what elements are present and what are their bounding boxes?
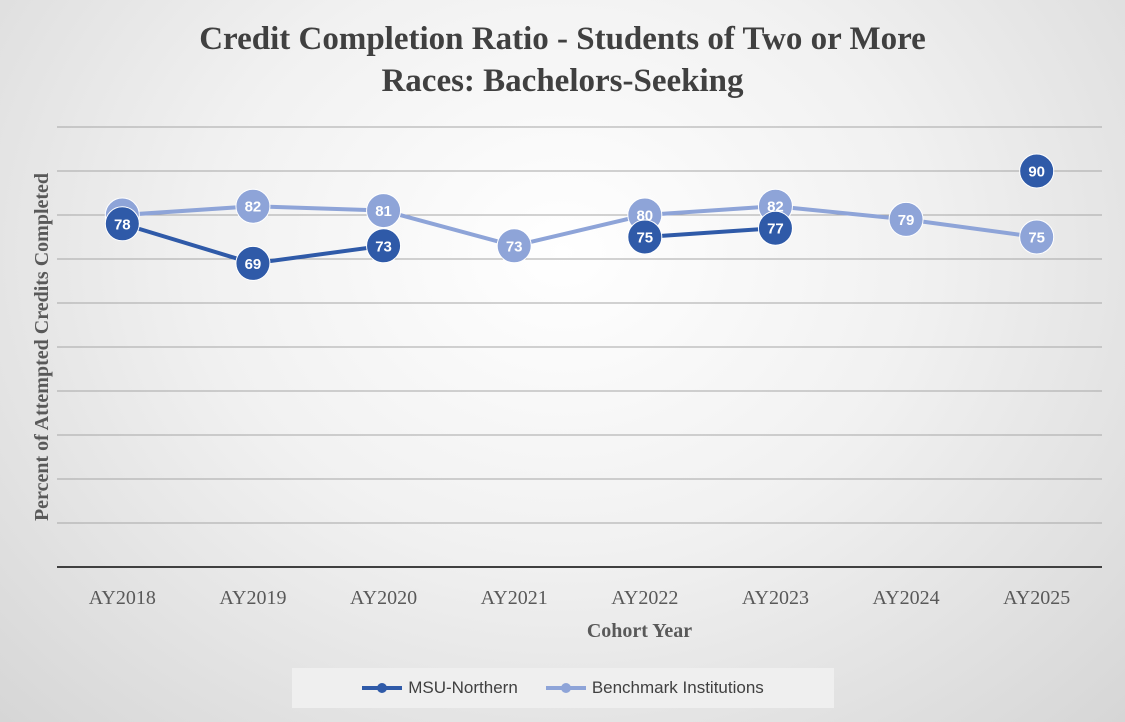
- x-tick-label: AY2023: [742, 587, 809, 609]
- legend-label-benchmark: Benchmark Institutions: [591, 678, 764, 697]
- legend-item-msu-northern: MSU-Northern: [362, 678, 518, 698]
- data-label-benchmark: 75: [1028, 230, 1045, 247]
- series-line-msu-northern: [644, 226, 776, 239]
- chart-title-line-1: Credit Completion Ratio - Students of Tw…: [199, 21, 926, 57]
- data-label-msu-northern: 90: [1028, 164, 1045, 181]
- legend: MSU-Northern Benchmark Institutions: [292, 668, 834, 708]
- data-point-benchmark: [235, 188, 271, 224]
- x-tick-label: AY2021: [481, 587, 548, 609]
- chart-title-line-2: Races: Bachelors-Seeking: [381, 63, 744, 99]
- data-point-msu-northern: [627, 219, 663, 255]
- x-axis-title: Cohort Year: [587, 620, 692, 642]
- data-point-msu-northern: [104, 206, 140, 242]
- legend-marker-msu-northern: [362, 683, 403, 693]
- data-point-msu-northern: [1019, 153, 1055, 189]
- data-point-benchmark: [496, 228, 532, 264]
- data-label-msu-northern: 75: [636, 230, 653, 247]
- chart-title: Credit Completion Ratio - Students of Tw…: [0, 18, 1125, 102]
- data-label-benchmark: 81: [375, 203, 392, 220]
- data-point-benchmark: [1019, 219, 1055, 255]
- x-tick-label: AY2018: [89, 587, 156, 609]
- x-tick-label: AY2022: [611, 587, 678, 609]
- x-tick-label: AY2025: [1003, 587, 1070, 609]
- x-tick-label: AY2020: [350, 587, 417, 609]
- data-point-benchmark: [366, 193, 402, 229]
- data-label-benchmark: 82: [245, 199, 262, 216]
- data-point-msu-northern: [235, 245, 271, 281]
- data-label-msu-northern: 77: [767, 221, 784, 238]
- x-tick-label: AY2019: [219, 587, 286, 609]
- y-axis-title: Percent of Attempted Credits Completed: [31, 173, 53, 521]
- data-label-msu-northern: 78: [114, 216, 131, 233]
- data-label-benchmark: 73: [506, 238, 523, 255]
- data-point-benchmark: [888, 201, 924, 237]
- data-point-msu-northern: [757, 210, 793, 246]
- data-label-msu-northern: 73: [375, 238, 392, 255]
- data-label-msu-northern: 69: [245, 256, 262, 273]
- data-point-msu-northern: [366, 228, 402, 264]
- x-tick-label: AY2024: [873, 587, 940, 609]
- series-line-benchmark: [122, 204, 1037, 248]
- legend-label-msu-northern: MSU-Northern: [408, 678, 518, 697]
- legend-item-benchmark: Benchmark Institutions: [545, 678, 764, 698]
- legend-marker-benchmark: [545, 683, 586, 693]
- data-label-benchmark: 79: [898, 212, 915, 229]
